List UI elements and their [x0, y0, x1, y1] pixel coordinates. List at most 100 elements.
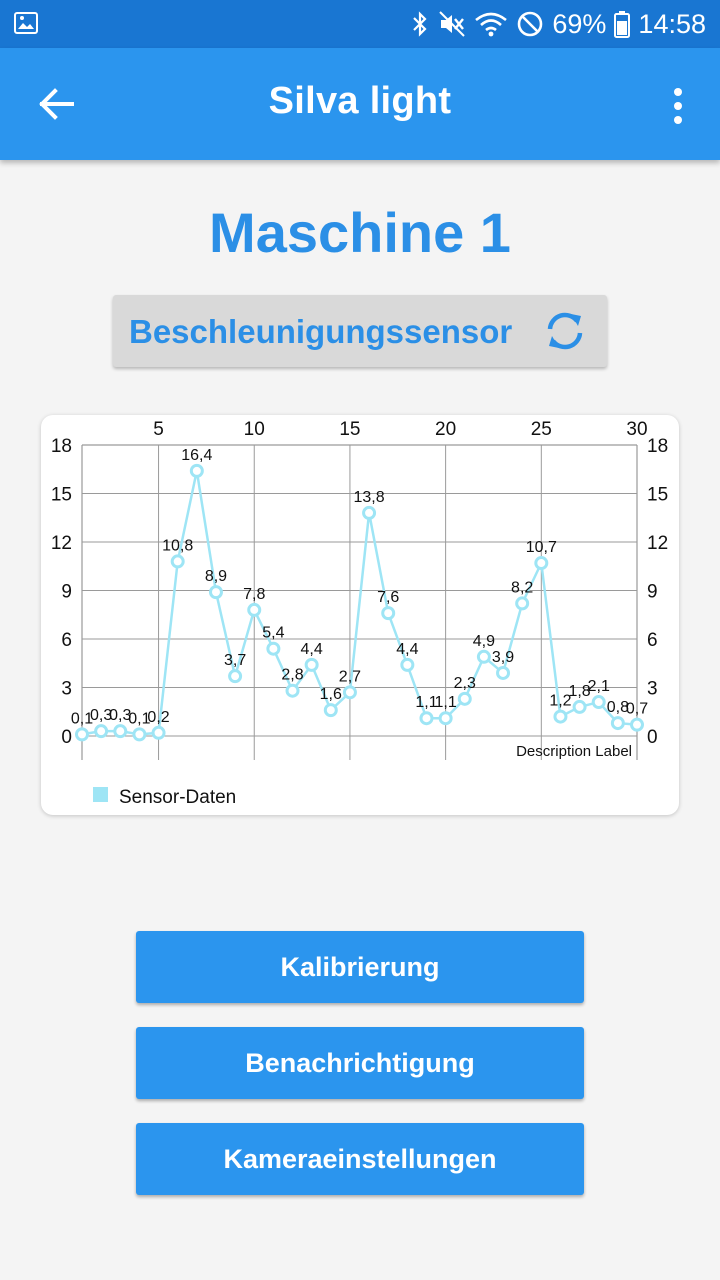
data-point [534, 556, 549, 571]
data-point [572, 699, 587, 714]
data-point [591, 695, 606, 710]
data-point [419, 711, 434, 726]
y-tick-label-left: 9 [61, 582, 72, 603]
data-point [189, 463, 204, 478]
data-point [247, 602, 262, 617]
data-label: 13,8 [353, 489, 384, 506]
data-point [515, 596, 530, 611]
data-label: 3,9 [492, 649, 514, 666]
data-label: 1,2 [549, 693, 571, 710]
data-label: 2,7 [339, 668, 361, 685]
data-point [476, 649, 491, 664]
status-bar: 69% 14:58 [0, 0, 720, 48]
x-tick-label: 5 [153, 419, 164, 440]
sensor-chart: 0 0 3 3 6 6 9 9 12 12 15 15 18 18 5 10 15 20 25 30 0,1 0,3 0,3… [41, 415, 679, 815]
y-tick-label-right: 3 [647, 679, 658, 700]
series-line [81, 470, 638, 736]
legend-swatch [93, 787, 108, 802]
battery-percent: 69% [552, 8, 607, 39]
data-label: 16,4 [181, 447, 212, 464]
data-point [94, 724, 109, 739]
data-label: 10,8 [162, 537, 193, 554]
notification-button[interactable]: Benachrichtigung [136, 1027, 584, 1099]
data-point [170, 554, 185, 569]
data-point [266, 641, 281, 656]
data-label: 0,7 [626, 701, 648, 718]
sensor-select-button[interactable]: Beschleunigungssensor [113, 295, 607, 367]
data-label: 0,3 [109, 707, 131, 724]
y-tick-label-left: 0 [61, 727, 72, 748]
more-vert-icon[interactable] [666, 86, 690, 126]
clock: 14:58 [638, 8, 706, 39]
data-label: 1,8 [568, 683, 590, 700]
data-point [228, 669, 243, 684]
y-tick-label-right: 0 [647, 727, 658, 748]
machine-title: Maschine 1 [209, 201, 511, 264]
data-point [496, 665, 511, 680]
data-point [75, 727, 89, 742]
y-tick-label-right: 12 [647, 533, 668, 554]
data-label: 2,8 [281, 667, 303, 684]
y-tick-label-left: 18 [51, 436, 72, 457]
y-tick-label-left: 15 [51, 485, 72, 506]
data-label: 4,4 [396, 641, 418, 658]
data-label: 0,1 [128, 710, 150, 727]
data-label: 2,1 [588, 678, 610, 695]
data-label: 0,1 [71, 710, 93, 727]
data-point [323, 703, 338, 718]
x-tick-label: 15 [339, 419, 360, 440]
y-tick-label-right: 18 [647, 436, 668, 457]
data-label: 10,7 [526, 539, 557, 556]
app-title: Silva light [268, 80, 452, 122]
app-bar: Silva light [0, 48, 720, 160]
wifi-icon [475, 12, 508, 37]
x-tick-label: 20 [435, 419, 456, 440]
data-point [362, 505, 377, 520]
data-label: 1,1 [434, 694, 456, 711]
data-label: 4,9 [473, 633, 495, 650]
battery-icon [614, 11, 631, 38]
data-point [553, 709, 568, 724]
data-label: 7,6 [377, 589, 399, 606]
data-label: 2,3 [454, 675, 476, 692]
data-point [400, 657, 415, 672]
description-label: Description Label [516, 743, 632, 760]
data-point [630, 717, 644, 732]
data-label: 4,4 [301, 641, 323, 658]
data-point [457, 691, 472, 706]
image-icon [14, 12, 38, 34]
data-point [304, 657, 319, 672]
y-tick-label-right: 6 [647, 630, 658, 651]
data-label: 0,3 [90, 707, 112, 724]
dnd-icon [518, 11, 543, 37]
y-tick-label-left: 6 [61, 630, 72, 651]
refresh-icon[interactable] [541, 307, 589, 355]
x-tick-label: 25 [531, 419, 552, 440]
data-label: 7,8 [243, 586, 265, 603]
mute-icon [439, 11, 466, 37]
data-label: 1,6 [320, 686, 342, 703]
bluetooth-icon [413, 11, 427, 37]
data-point [342, 685, 357, 700]
data-label: 3,7 [224, 652, 246, 669]
calibration-button[interactable]: Kalibrierung [136, 931, 584, 1003]
data-point [113, 724, 128, 739]
data-point [285, 683, 300, 698]
data-point [438, 711, 453, 726]
arrow-back-icon[interactable] [34, 82, 78, 126]
y-tick-label-right: 9 [647, 582, 658, 603]
data-label: 8,9 [205, 568, 227, 585]
data-point [208, 585, 223, 600]
legend-label: Sensor-Daten [119, 787, 236, 808]
camera-settings-button[interactable]: Kameraeinstellungen [136, 1123, 584, 1195]
data-label: 0,8 [607, 699, 629, 716]
x-tick-label: 30 [626, 419, 647, 440]
data-label: 1,1 [415, 694, 437, 711]
y-tick-label-left: 12 [51, 533, 72, 554]
data-point [151, 725, 166, 740]
y-tick-label-left: 3 [61, 679, 72, 700]
y-tick-label-right: 15 [647, 485, 668, 506]
data-label: 5,4 [262, 625, 284, 642]
sensor-label: Beschleunigungssensor [129, 313, 513, 350]
